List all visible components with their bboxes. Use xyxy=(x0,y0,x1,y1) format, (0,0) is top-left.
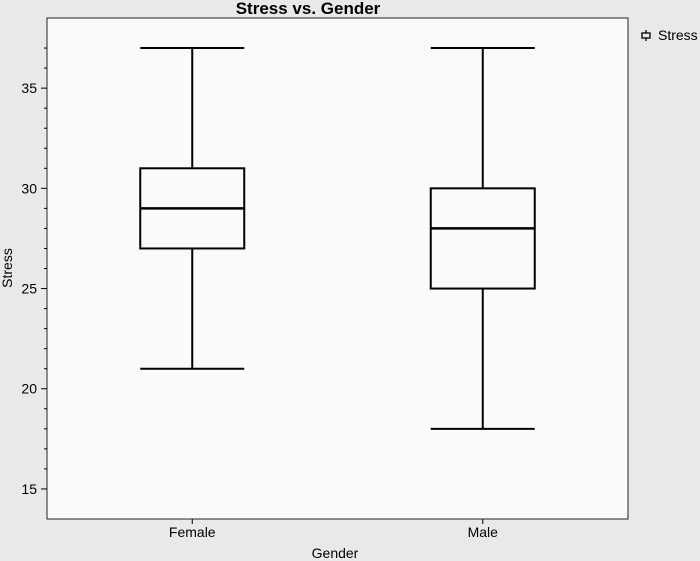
legend-boxplot-icon xyxy=(641,30,651,41)
x-axis: Female Male xyxy=(169,519,498,540)
iqr-box xyxy=(429,187,536,290)
x-tick-label: Female xyxy=(169,524,216,540)
legend-label: Stress xyxy=(658,27,698,43)
y-tick-label: 25 xyxy=(21,281,37,297)
x-axis-title: Gender xyxy=(312,545,359,561)
legend: Stress xyxy=(641,27,698,43)
y-tick-label: 30 xyxy=(21,180,37,196)
chart-title: Stress vs. Gender xyxy=(236,0,381,18)
y-axis-title: Stress xyxy=(0,248,15,288)
y-tick-label: 35 xyxy=(21,80,37,96)
y-axis: 15 20 25 30 35 xyxy=(21,47,47,497)
boxes xyxy=(139,47,536,430)
y-tick-label: 15 xyxy=(21,481,37,497)
plot-area xyxy=(46,17,629,520)
box-male xyxy=(429,47,536,430)
y-tick-label: 20 xyxy=(21,381,37,397)
x-tick-label: Male xyxy=(468,524,499,540)
box-female xyxy=(139,47,246,370)
